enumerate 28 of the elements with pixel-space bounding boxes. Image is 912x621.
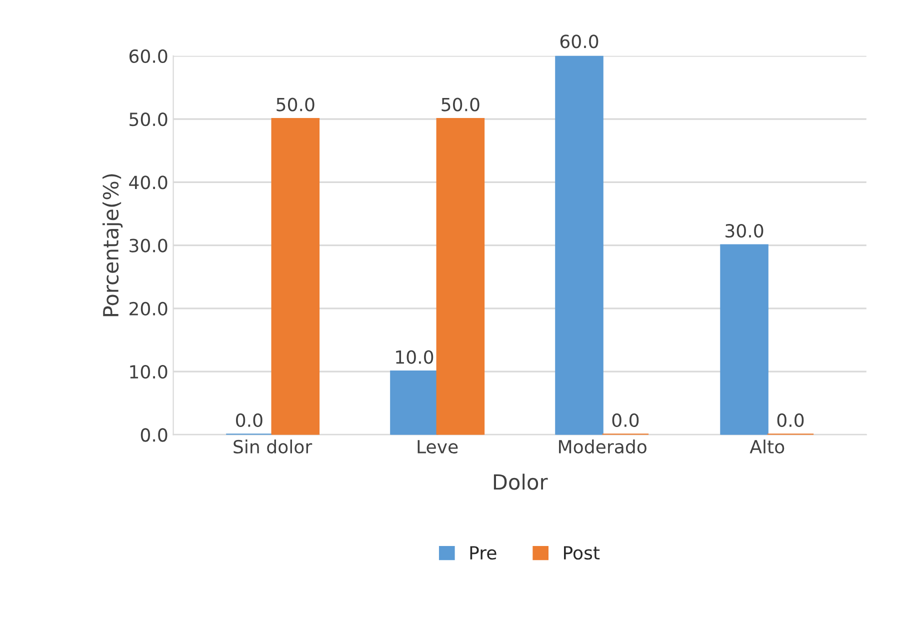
data-label: 0.0 <box>236 413 262 428</box>
data-label: 60.0 <box>560 34 598 48</box>
y-tick-label: 40.0 <box>129 176 168 190</box>
x-tick-label: Sin dolor <box>234 440 312 454</box>
legend-label: Pre <box>470 546 496 560</box>
y-tick-label: 20.0 <box>130 302 168 316</box>
x-tick-label: Leve <box>418 440 458 454</box>
data-label: 10.0 <box>396 350 434 364</box>
data-label: 0.0 <box>777 413 804 428</box>
y-axis-title: Porcentaje(%) <box>102 174 123 316</box>
y-tick-label: 0.0 <box>140 428 168 442</box>
x-tick-label: Moderado <box>559 440 646 454</box>
y-tick-label: 60.0 <box>129 49 168 64</box>
x-tick-label: Alto <box>750 440 784 454</box>
y-tick-label: 30.0 <box>130 238 168 252</box>
legend-label: Post <box>564 546 600 560</box>
data-label: 0.0 <box>612 413 639 428</box>
y-tick-label: 10.0 <box>130 365 168 379</box>
bar <box>436 118 485 435</box>
bar <box>720 244 768 435</box>
data-label: 30.0 <box>726 224 764 238</box>
data-label: 50.0 <box>276 98 314 112</box>
bar <box>390 370 438 435</box>
data-label: 50.0 <box>442 98 480 112</box>
bar <box>271 118 320 435</box>
x-axis-title: Dolor <box>494 474 548 490</box>
bar <box>555 56 604 435</box>
y-tick-label: 50.0 <box>130 112 168 126</box>
